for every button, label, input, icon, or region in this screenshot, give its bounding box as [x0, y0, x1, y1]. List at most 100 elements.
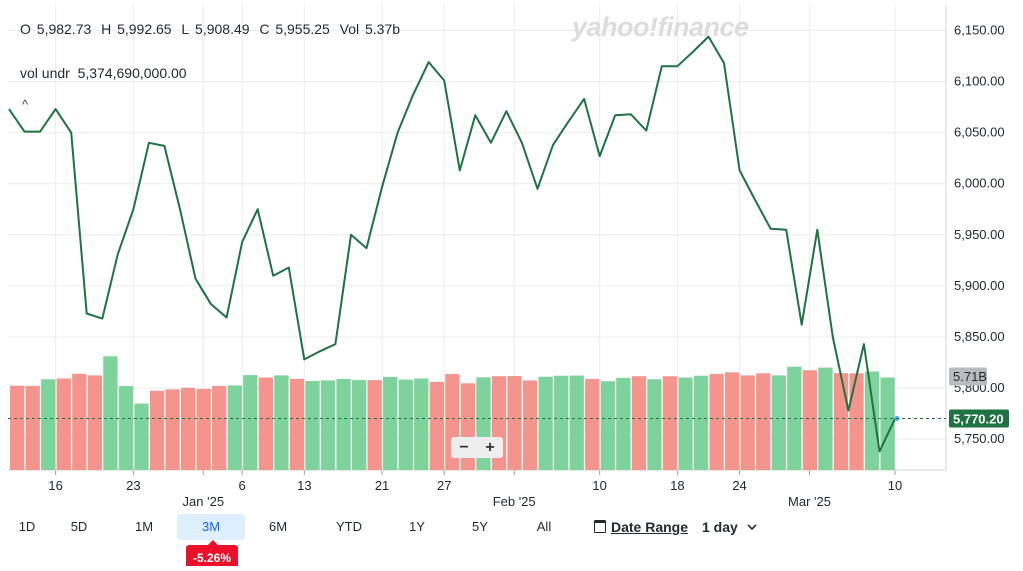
volume-bar-down — [631, 376, 647, 470]
volume-bar-down — [25, 385, 40, 470]
y-tick-label: 6,050.00 — [954, 125, 1005, 140]
volume-bar-down — [756, 373, 771, 470]
y-tick-label: 5,900.00 — [954, 278, 1005, 293]
volume-bar-up — [414, 378, 429, 470]
volume-bar-down — [725, 372, 740, 470]
volume-bar-down — [740, 375, 755, 470]
volume-bar-down — [258, 377, 274, 470]
collapse-chevron-up-icon[interactable]: ^ — [22, 97, 29, 112]
range-1d-button[interactable]: 1D — [18, 519, 36, 534]
volume-bar-down — [149, 390, 165, 470]
vol-undr-label: vol undr — [20, 65, 70, 81]
date-range-button[interactable]: Date Range — [594, 514, 688, 540]
volume-bar-down — [10, 385, 25, 470]
volume-bar-down — [507, 376, 522, 470]
y-tick-label: 6,150.00 — [954, 22, 1005, 37]
x-tick-label: Mar '25 — [788, 494, 831, 509]
x-tick-label: 13 — [297, 478, 311, 493]
zoom-out-button[interactable]: − — [459, 439, 469, 456]
range-ytd-button[interactable]: YTD — [336, 519, 362, 534]
range-6m-button[interactable]: 6M — [268, 519, 288, 534]
x-tick-label: 10 — [592, 478, 606, 493]
volume-bar-up — [134, 403, 149, 470]
interval-label: 1 day — [702, 519, 738, 535]
y-tick-label: 6,000.00 — [954, 176, 1005, 191]
y-tick-label: 5,750.00 — [954, 431, 1005, 446]
low-label: L — [181, 21, 190, 37]
change-percent-badge: -5.26% — [186, 540, 238, 566]
volume-bar-up — [693, 375, 709, 470]
ohlc-readout: O 5,982.73 H 5,992.65 L 5,908.49 C 5,955… — [20, 21, 402, 37]
close-value: 5,955.25 — [275, 21, 330, 37]
y-tick-label: 5,850.00 — [954, 329, 1005, 344]
x-tick-label: 21 — [375, 478, 389, 493]
high-value: 5,992.65 — [117, 21, 172, 37]
range-5y-button[interactable]: 5Y — [472, 519, 488, 534]
volume-bar-down — [849, 373, 864, 470]
calendar-icon — [594, 520, 606, 533]
volume-bar-up — [554, 375, 569, 470]
vol-value: 5.37b — [364, 21, 401, 37]
x-axis-labels: 16 23 Jan '25 6 13 21 27 Feb '25 10 18 24 Mar '25 10 — [48, 478, 902, 509]
open-label: O — [20, 21, 31, 37]
volume-bar-down — [802, 370, 818, 470]
volume-bar-down — [585, 378, 600, 470]
vol-undr-value: 5,374,690,000.00 — [77, 65, 187, 81]
volume-bar-down — [196, 388, 211, 470]
range-3m-button[interactable]: 3M — [177, 514, 245, 540]
yahoo-finance-watermark: yahoo!finance — [572, 12, 749, 42]
date-range-label: Date Range — [611, 519, 689, 535]
volume-bar-up — [771, 375, 786, 470]
last-price-badge-bg — [949, 409, 1009, 428]
volume-bar-up — [538, 376, 553, 470]
high-label: H — [101, 21, 112, 37]
volume-bar-up — [227, 385, 242, 470]
interval-dropdown[interactable]: 1 day — [702, 514, 757, 540]
volume-bar-up — [383, 376, 398, 470]
stock-chart[interactable]: 6,150.00 6,100.00 6,050.00 6,000.00 5,950.00… — [0, 0, 1023, 512]
vol-label: Vol — [339, 21, 360, 37]
volume-bar-up — [864, 371, 880, 470]
volume-bar-down — [833, 373, 849, 470]
volume-bar-down — [709, 373, 724, 470]
volume-badge-bg — [949, 367, 987, 386]
volume-underlay-readout: vol undr 5,374,690,000.00 — [20, 65, 187, 81]
range-toolbar: 1D 5D 1M 3M 6M YTD 1Y 5Y All Date Range … — [0, 512, 1023, 542]
volume-bar-down — [180, 387, 196, 470]
last-price-badge-text: 5,770.20 — [953, 411, 1004, 426]
volume-bar-down — [87, 375, 103, 470]
volume-bar-up — [41, 379, 56, 470]
volume-bar-up — [569, 375, 584, 470]
range-1m-button[interactable]: 1M — [134, 519, 154, 534]
x-tick-label: Jan '25 — [183, 494, 225, 509]
axis-badges: 5.71B 5,770.20 — [949, 367, 1009, 428]
range-all-button[interactable]: All — [536, 519, 552, 534]
volume-bar-down — [662, 376, 678, 470]
volume-bar-up — [351, 380, 367, 470]
volume-bar-up — [880, 377, 895, 470]
y-tick-label: 5,950.00 — [954, 227, 1005, 242]
low-value: 5,908.49 — [195, 21, 250, 37]
open-value: 5,982.73 — [36, 21, 92, 37]
y-axis-labels: 6,150.00 6,100.00 6,050.00 6,000.00 5,950.00… — [954, 22, 1005, 446]
range-5d-button[interactable]: 5D — [70, 519, 88, 534]
close-label: C — [259, 21, 270, 37]
volume-bar-up — [103, 356, 118, 470]
volume-bar-up — [600, 381, 615, 470]
volume-bar-down — [56, 378, 71, 470]
range-1y-button[interactable]: 1Y — [409, 519, 425, 534]
volume-bar-down — [522, 380, 538, 470]
zoom-in-button[interactable]: + — [485, 439, 495, 456]
volume-badge-text: 5.71B — [953, 369, 987, 384]
x-tick-label: 10 — [888, 478, 902, 493]
volume-bar-up — [398, 379, 413, 470]
x-tick-label: 18 — [670, 478, 684, 493]
volume-bar-down — [367, 380, 382, 470]
chevron-down-icon — [747, 524, 757, 531]
volume-bar-up — [616, 377, 631, 470]
volume-bar-up — [336, 378, 351, 470]
volume-bar-up — [320, 380, 336, 470]
volume-bar-down — [212, 385, 227, 470]
volume-bar-up — [647, 379, 662, 470]
volume-bar-up — [118, 386, 134, 470]
